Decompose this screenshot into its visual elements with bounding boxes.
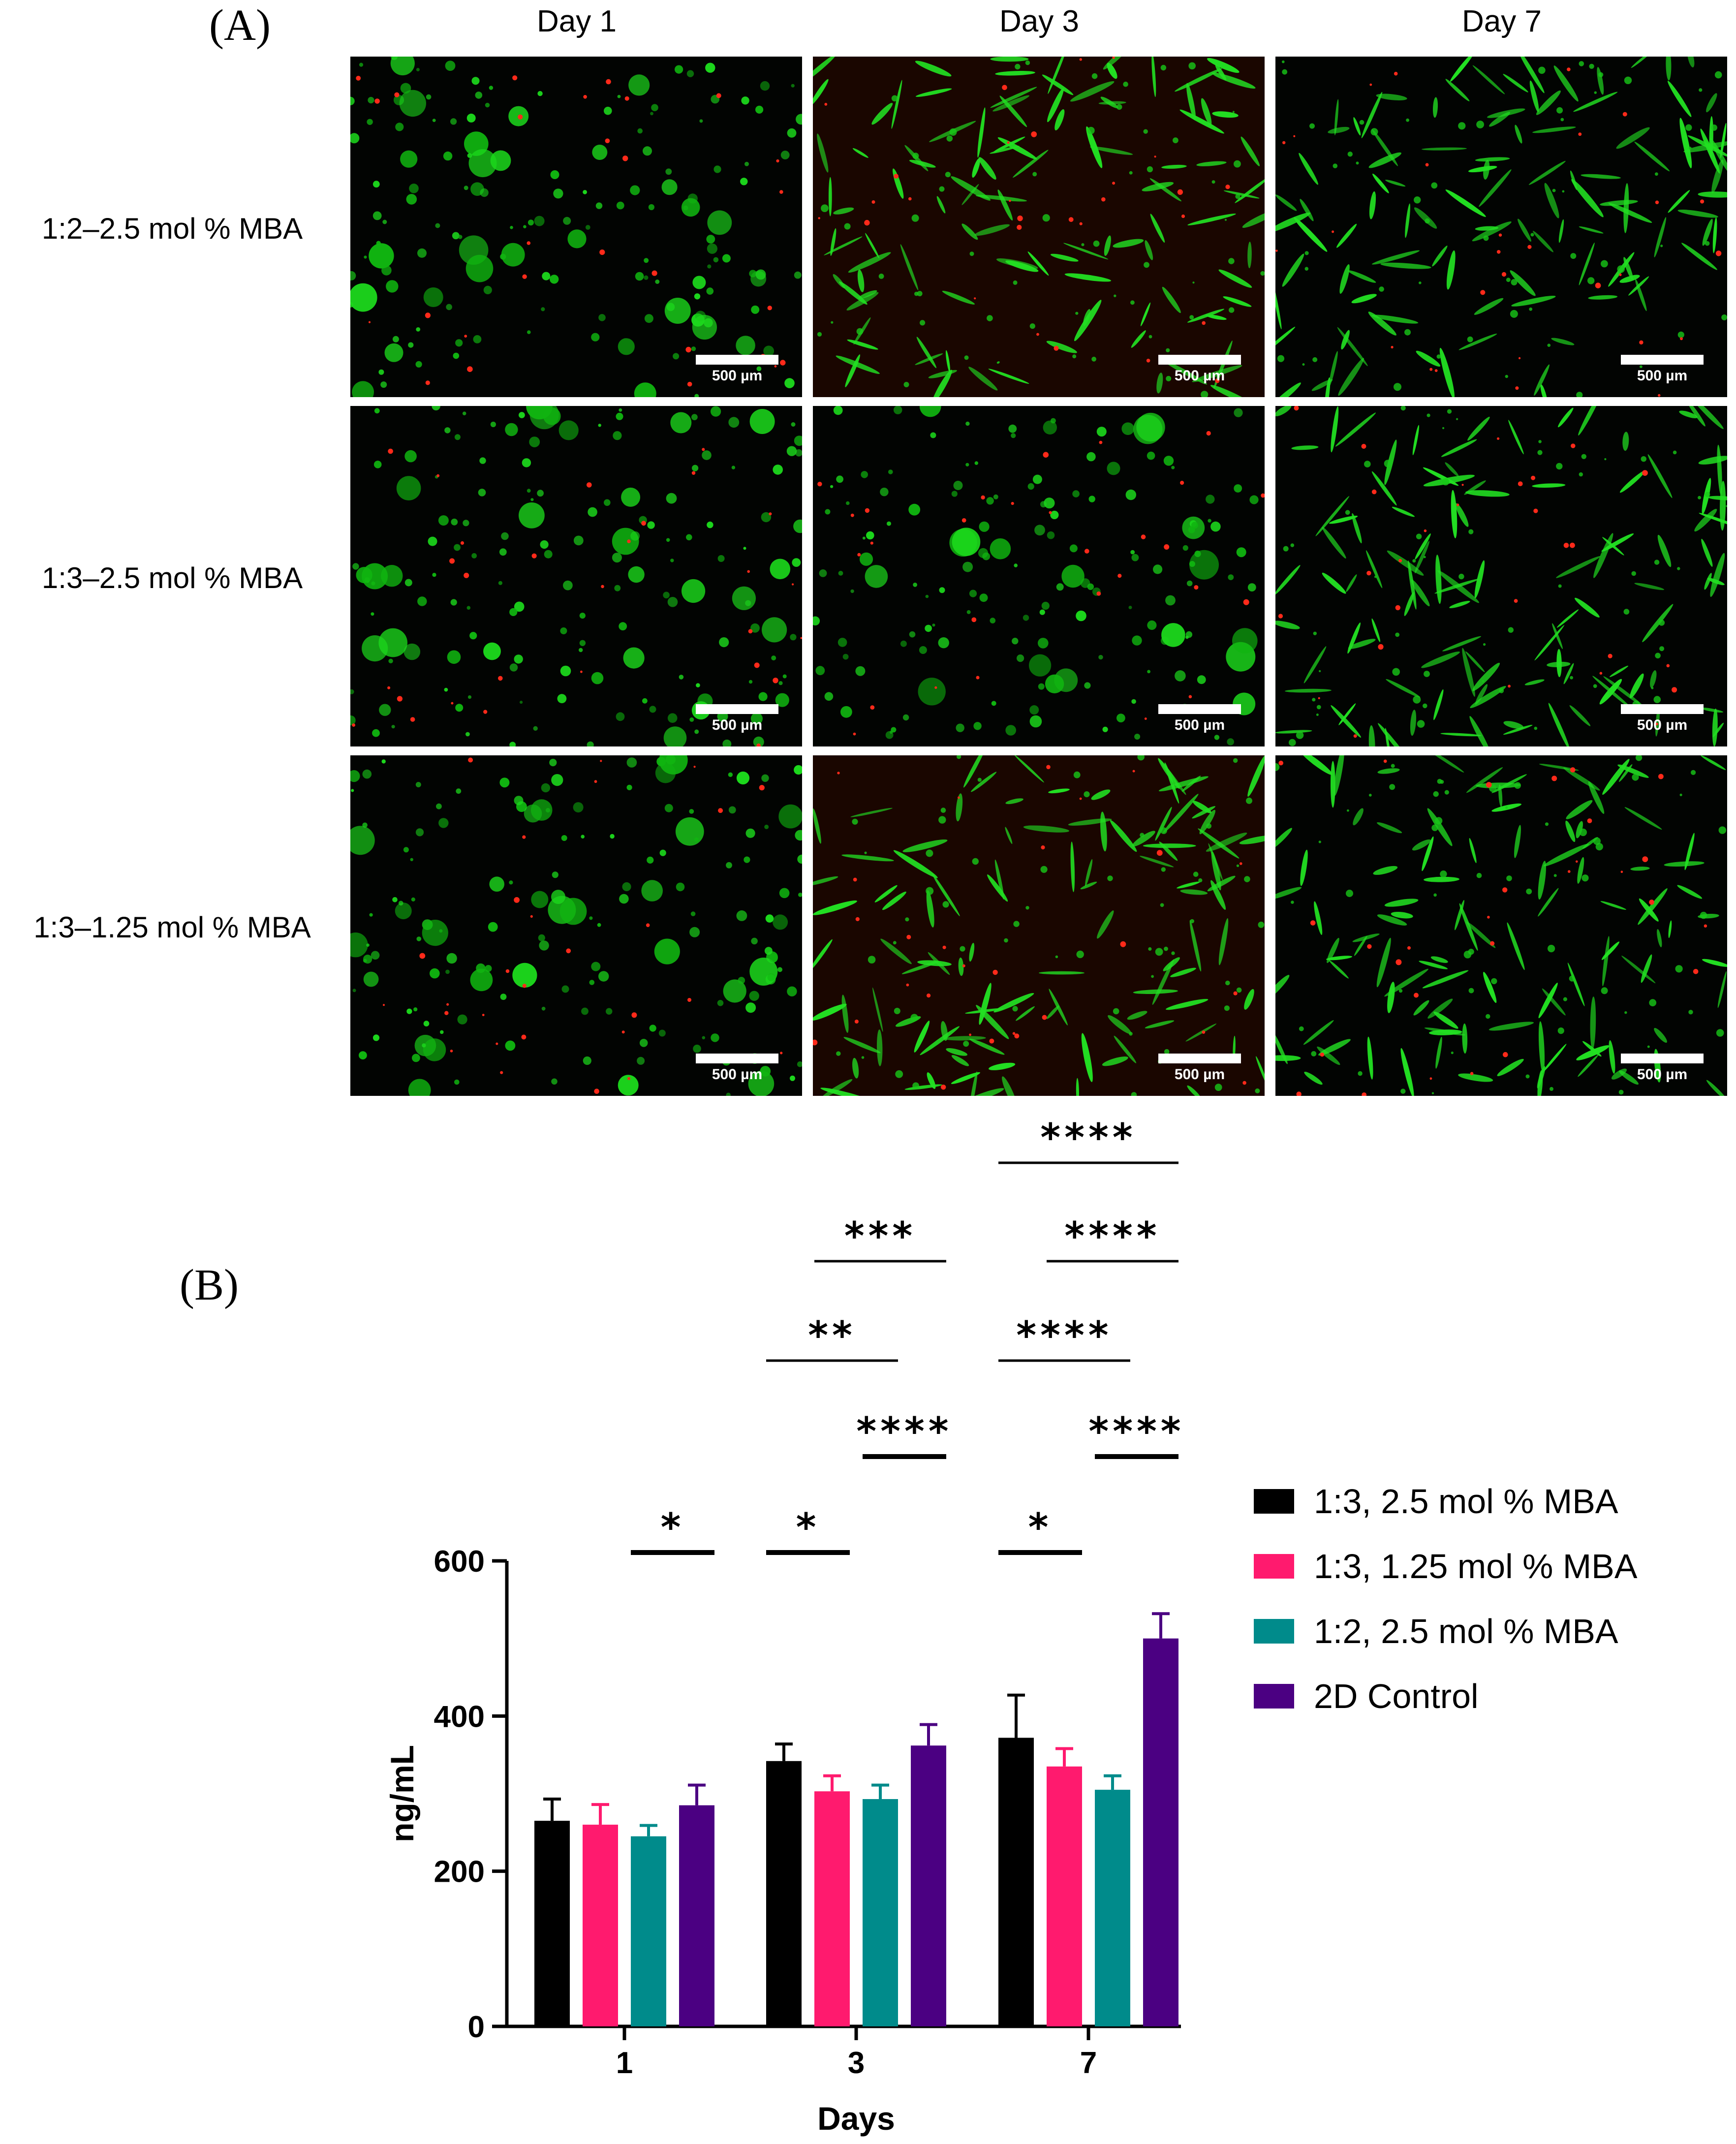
micrograph-row3-col1: 500 µm: [350, 755, 802, 1096]
scale-bar-label: 500 µm: [1174, 1066, 1225, 1083]
significance-label: ****: [1040, 1116, 1136, 1160]
scale-bar: 500 µm: [1158, 704, 1241, 734]
fluorescence-image: [813, 755, 1265, 1096]
legend-swatch-purple: [1254, 1684, 1294, 1709]
scale-bar: 500 µm: [1158, 1054, 1241, 1083]
y-tick-label: 400: [434, 1700, 485, 1734]
scale-bar-line: [1621, 704, 1704, 714]
fluorescence-image: [1275, 406, 1727, 746]
micrograph-row2-col1: 500 µm: [350, 406, 802, 746]
x-tick-label: 7: [1080, 2046, 1097, 2080]
bar-3-day-1: [631, 1836, 666, 2026]
panel-a-label: (A): [209, 1, 271, 50]
significance-label: ****: [1088, 1410, 1184, 1454]
scale-bar: 500 µm: [696, 1054, 778, 1083]
bar-3-day-7: [1095, 1790, 1130, 2026]
row-header-1-2-2-5: 1:2–2.5 mol % MBA: [41, 212, 303, 245]
significance-label: ***: [844, 1214, 916, 1259]
legend-label: 2D Control: [1314, 1677, 1479, 1715]
scale-bar-line: [696, 704, 778, 714]
fluorescence-image: [813, 406, 1265, 746]
scale-bar-line: [696, 355, 778, 365]
significance-label: ****: [1064, 1214, 1160, 1259]
fluorescence-image: [1275, 755, 1727, 1096]
scale-bar: 500 µm: [696, 355, 778, 384]
micrograph-row2-col2: 500 µm: [813, 406, 1265, 746]
scale-bar-line: [1158, 355, 1241, 365]
scale-bar: 500 µm: [1158, 355, 1241, 384]
scale-bar: 500 µm: [696, 704, 778, 734]
bar-4-day-1: [679, 1805, 714, 2026]
legend-label: 1:3, 1.25 mol % MBA: [1314, 1547, 1638, 1585]
fluorescence-image: [350, 755, 802, 1096]
x-axis-label: Days: [817, 2100, 895, 2137]
bar-2-day-3: [814, 1791, 850, 2026]
significance-label: **: [808, 1314, 856, 1358]
scale-bar-label: 500 µm: [1174, 717, 1225, 733]
scale-bar-label: 500 µm: [1174, 368, 1225, 384]
scale-bar-label: 500 µm: [712, 368, 763, 384]
fluorescence-image: [1275, 57, 1727, 397]
bar-4-day-7: [1143, 1638, 1178, 2026]
bar-1-day-3: [766, 1761, 802, 2026]
legend-item-1-2-2-5: 1:2, 2.5 mol % MBA: [1254, 1599, 1638, 1664]
legend-swatch-pink: [1254, 1554, 1294, 1579]
scale-bar-label: 500 µm: [1637, 717, 1688, 733]
micrograph-row1-col2: 500 µm: [813, 57, 1265, 397]
legend-item-1-3-2-5: 1:3, 2.5 mol % MBA: [1254, 1469, 1638, 1534]
bar-4-day-3: [911, 1745, 946, 2026]
scale-bar-line: [1158, 704, 1241, 714]
row-header-1-3-2-5: 1:3–2.5 mol % MBA: [41, 561, 303, 594]
scale-bar-label: 500 µm: [712, 1066, 763, 1083]
column-header-day-7: Day 7: [1462, 4, 1542, 38]
column-header-day-3: Day 3: [999, 4, 1079, 38]
scale-bar-label: 500 µm: [1637, 368, 1688, 384]
significance-label: *: [1028, 1506, 1053, 1550]
y-tick-label: 0: [468, 2010, 485, 2044]
scale-bar-line: [1621, 355, 1704, 365]
micrograph-row3-col3: 500 µm: [1275, 755, 1727, 1096]
fluorescence-image: [350, 406, 802, 746]
chart-legend: 1:3, 2.5 mol % MBA 1:3, 1.25 mol % MBA 1…: [1254, 1469, 1638, 1729]
micrograph-row1-col3: 500 µm: [1275, 57, 1727, 397]
y-axis-label: ng/mL: [384, 1745, 420, 1842]
x-tick-label: 3: [848, 2046, 865, 2080]
legend-swatch-teal: [1254, 1619, 1294, 1644]
legend-swatch-black: [1254, 1489, 1294, 1514]
significance-label: *: [661, 1506, 685, 1550]
legend-label: 1:3, 2.5 mol % MBA: [1314, 1482, 1618, 1521]
bar-1-day-7: [998, 1738, 1034, 2026]
significance-label: *: [796, 1506, 820, 1550]
scale-bar: 500 µm: [1621, 704, 1704, 734]
significance-label: ****: [856, 1410, 952, 1454]
legend-item-1-3-1-25: 1:3, 1.25 mol % MBA: [1254, 1534, 1638, 1599]
bar-1-day-1: [534, 1821, 570, 2026]
y-tick-label: 600: [434, 1545, 485, 1579]
bar-2-day-1: [583, 1825, 618, 2026]
scale-bar-line: [1158, 1054, 1241, 1063]
micrograph-row3-col2: 500 µm: [813, 755, 1265, 1096]
scale-bar-label: 500 µm: [712, 717, 763, 733]
legend-label: 1:2, 2.5 mol % MBA: [1314, 1612, 1618, 1650]
row-header-1-3-1-25: 1:3–1.25 mol % MBA: [33, 911, 311, 944]
micrograph-row2-col3: 500 µm: [1275, 406, 1727, 746]
scale-bar: 500 µm: [1621, 355, 1704, 384]
bar-3-day-3: [863, 1799, 898, 2026]
panel-b-label: (B): [180, 1261, 239, 1309]
bar-2-day-7: [1047, 1766, 1082, 2026]
scale-bar-line: [696, 1054, 778, 1063]
scale-bar: 500 µm: [1621, 1054, 1704, 1083]
fluorescence-image: [813, 57, 1265, 397]
scale-bar-label: 500 µm: [1637, 1066, 1688, 1083]
scale-bar-line: [1621, 1054, 1704, 1063]
x-tick-label: 1: [616, 2046, 633, 2080]
y-tick-label: 200: [434, 1855, 485, 1889]
column-header-day-1: Day 1: [537, 4, 617, 38]
legend-item-2d-control: 2D Control: [1254, 1664, 1638, 1729]
micrograph-row1-col1: 500 µm: [350, 57, 802, 397]
fluorescence-image: [350, 57, 802, 397]
significance-label: ****: [1016, 1314, 1112, 1358]
